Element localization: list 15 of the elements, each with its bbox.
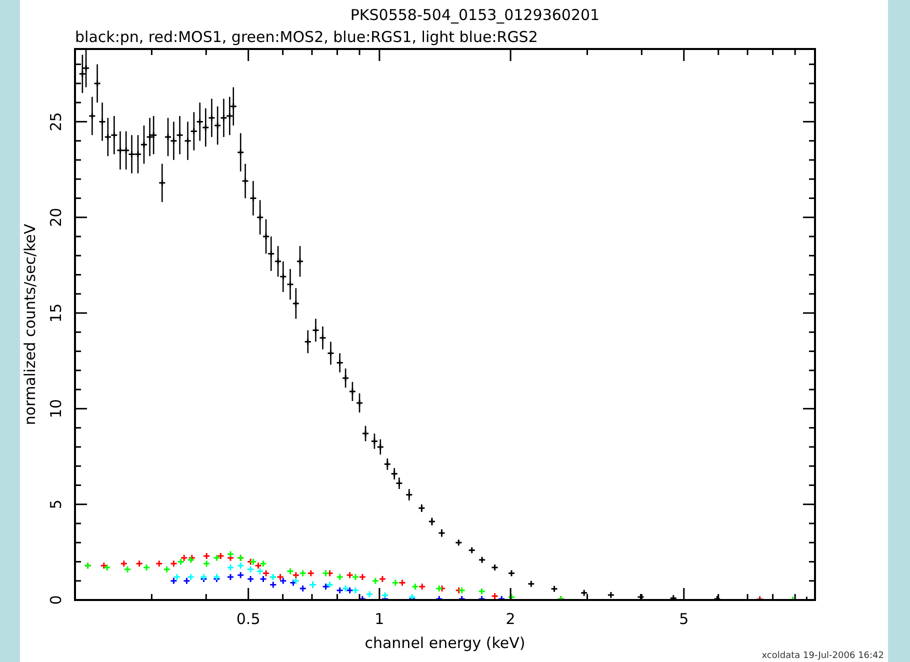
x-tick-label: 1	[374, 610, 384, 628]
x-tick-label: 0.5	[236, 610, 260, 628]
y-tick-label: 0	[47, 595, 65, 605]
y-tick-label: 10	[47, 399, 65, 418]
text: xcoldata 19-Jul-2006 16:42	[762, 651, 884, 661]
y-tick-label: 5	[47, 500, 65, 510]
y-tick-label: 15	[47, 303, 65, 323]
y-tick-label: 20	[47, 208, 65, 227]
x-tick-label: 5	[679, 610, 689, 628]
x-axis-title: channel energy (keV)	[364, 634, 526, 652]
y-tick-label: 25	[47, 112, 65, 132]
chart-subtitle: black:pn, red:MOS1, green:MOS2, blue:RGS1, light blue:RGS2	[75, 28, 538, 46]
y-axis-title: normalized counts/sec/keV	[21, 223, 39, 426]
chart-title: PKS0558-504_0153_0129360201	[350, 6, 600, 24]
x-tick-label: 2	[506, 610, 516, 628]
